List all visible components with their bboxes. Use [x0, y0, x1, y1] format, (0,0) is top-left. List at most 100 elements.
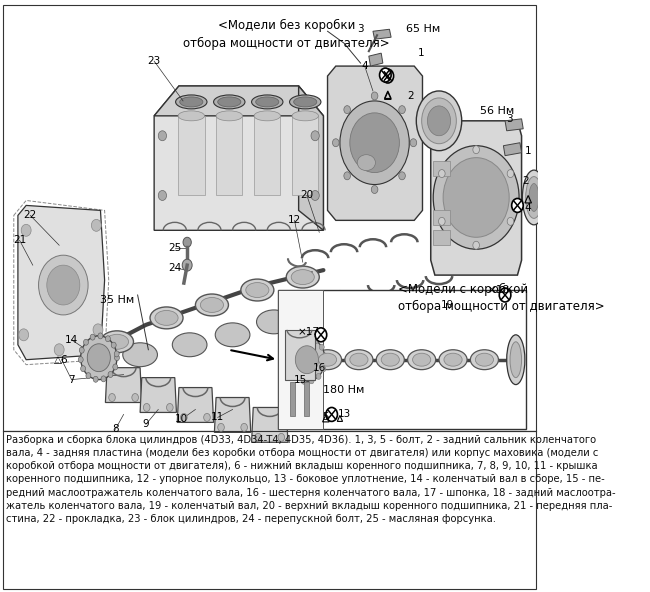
Ellipse shape [350, 353, 368, 366]
Circle shape [113, 364, 118, 370]
Ellipse shape [246, 282, 269, 298]
Polygon shape [105, 368, 142, 403]
Circle shape [507, 169, 514, 178]
Bar [304, 382, 309, 416]
Circle shape [350, 113, 399, 173]
Bar [3, 5, 536, 432]
Text: 20: 20 [300, 191, 313, 201]
Circle shape [19, 329, 29, 341]
Circle shape [398, 172, 406, 180]
Circle shape [322, 357, 328, 363]
Circle shape [81, 366, 86, 372]
Circle shape [382, 69, 394, 83]
Ellipse shape [318, 353, 337, 366]
Ellipse shape [200, 298, 224, 313]
Polygon shape [154, 86, 324, 230]
Circle shape [166, 404, 173, 411]
Polygon shape [140, 378, 176, 413]
Text: 4: 4 [361, 61, 368, 71]
Ellipse shape [523, 170, 545, 225]
Circle shape [109, 394, 115, 401]
Ellipse shape [241, 279, 274, 301]
Bar [292, 116, 318, 195]
Circle shape [473, 242, 480, 249]
Ellipse shape [376, 350, 404, 369]
Circle shape [473, 146, 480, 154]
Ellipse shape [507, 335, 525, 385]
Text: 3: 3 [358, 24, 364, 34]
Text: 11: 11 [211, 413, 224, 423]
Circle shape [114, 355, 120, 361]
Circle shape [439, 169, 445, 178]
Circle shape [340, 101, 410, 185]
Circle shape [21, 224, 31, 236]
Bar [3, 432, 536, 588]
Circle shape [183, 237, 191, 247]
Circle shape [315, 328, 327, 342]
Circle shape [295, 346, 318, 374]
Ellipse shape [215, 323, 250, 347]
Circle shape [326, 407, 337, 422]
Text: 19: 19 [441, 300, 454, 310]
Ellipse shape [101, 331, 133, 353]
Circle shape [286, 359, 291, 365]
Ellipse shape [172, 333, 207, 357]
Circle shape [433, 146, 519, 249]
Ellipse shape [294, 97, 317, 107]
Ellipse shape [428, 106, 450, 136]
Circle shape [81, 336, 117, 379]
Circle shape [371, 185, 378, 194]
Ellipse shape [289, 95, 321, 109]
Circle shape [93, 377, 98, 382]
Text: 10: 10 [175, 414, 188, 424]
Text: <Модели с коробкой
отбора мощности от двигателя>: <Модели с коробкой отбора мощности от дв… [398, 283, 604, 313]
Text: 1: 1 [525, 146, 532, 156]
Ellipse shape [105, 334, 129, 349]
Circle shape [344, 172, 350, 180]
Circle shape [92, 220, 101, 231]
Circle shape [380, 68, 391, 82]
Bar [178, 116, 205, 195]
Text: 65 Нм: 65 Нм [406, 24, 440, 34]
Circle shape [278, 433, 285, 441]
Circle shape [47, 265, 80, 305]
Text: 35 Нм: 35 Нм [101, 295, 135, 305]
Circle shape [311, 131, 319, 141]
Ellipse shape [218, 97, 241, 107]
Ellipse shape [252, 95, 283, 109]
Text: 2: 2 [523, 176, 529, 185]
Circle shape [410, 139, 417, 147]
Circle shape [298, 336, 303, 342]
Bar [254, 116, 280, 195]
Polygon shape [505, 119, 523, 131]
Ellipse shape [123, 343, 157, 366]
Text: 9: 9 [142, 419, 150, 429]
Ellipse shape [471, 350, 499, 369]
Ellipse shape [257, 310, 291, 334]
Text: 3: 3 [506, 114, 512, 124]
Circle shape [93, 324, 103, 336]
Ellipse shape [254, 111, 280, 121]
Ellipse shape [444, 353, 462, 366]
Bar [433, 230, 450, 245]
Ellipse shape [196, 294, 228, 316]
Circle shape [309, 378, 314, 384]
Text: 12: 12 [288, 215, 301, 226]
Circle shape [158, 191, 166, 201]
Circle shape [512, 198, 523, 213]
Text: 180 Нм: 180 Нм [324, 385, 365, 394]
Circle shape [87, 344, 111, 372]
Ellipse shape [180, 97, 203, 107]
Circle shape [319, 344, 324, 350]
Circle shape [158, 131, 166, 141]
Circle shape [311, 191, 319, 201]
Circle shape [218, 423, 224, 432]
Circle shape [321, 366, 326, 372]
Circle shape [398, 105, 406, 114]
Circle shape [289, 368, 294, 374]
Ellipse shape [214, 95, 245, 109]
Text: ×17: ×17 [298, 327, 320, 337]
Circle shape [86, 372, 91, 379]
Bar [278, 290, 324, 429]
Ellipse shape [381, 353, 399, 366]
